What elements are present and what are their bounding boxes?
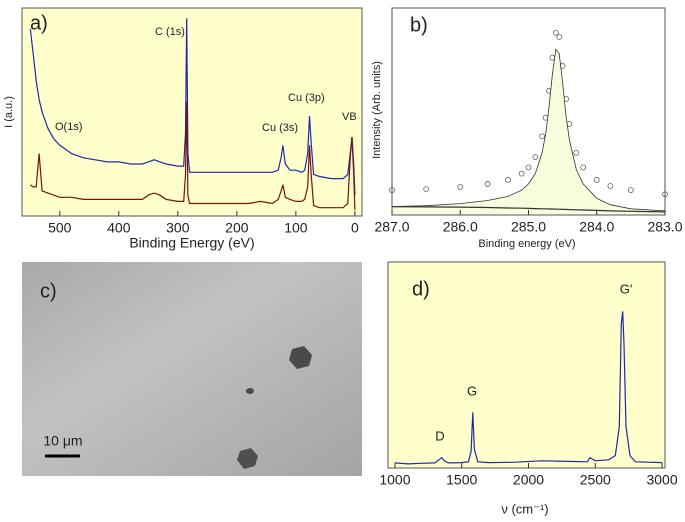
x-tick-label: 284.0 (579, 219, 614, 235)
series-line (391, 206, 666, 213)
x-tick-label: 400 (107, 220, 131, 236)
component-area (391, 48, 666, 216)
data-point (532, 154, 539, 160)
x-tick-label: 287.0 (374, 219, 409, 235)
x-axis-label: ν (cm⁻¹) (501, 501, 548, 516)
x-tick-label: 3000 (646, 472, 677, 488)
data-point (580, 164, 586, 171)
x-tick-label: 1000 (379, 472, 410, 488)
plot-frame (21, 7, 363, 217)
data-point (518, 170, 525, 177)
data-point (627, 187, 634, 194)
x-tick-label: 100 (284, 220, 308, 236)
panel-label: c) (40, 280, 57, 302)
panel-label: b) (410, 14, 428, 36)
annotation: D (435, 428, 444, 443)
x-axis-label: Binding energy (eV) (478, 238, 575, 250)
data-point (505, 176, 511, 183)
data-point (525, 164, 532, 171)
x-tick-label: 283.0 (647, 219, 682, 235)
graphene-flake (289, 346, 312, 369)
x-tick-label: 200 (225, 220, 249, 236)
x-tick-label: 1500 (446, 472, 477, 488)
scale-bar-label: 10 μm (43, 433, 82, 449)
annotation: C (1s) (155, 26, 185, 38)
annotation: O(1s) (55, 121, 83, 133)
x-tick-label: 2500 (580, 472, 611, 488)
annotation: G (467, 383, 477, 398)
y-axis-label: I (a.u.) (3, 96, 15, 128)
data-point (423, 186, 430, 193)
series-line (29, 18, 356, 196)
x-tick-label: 500 (48, 220, 72, 236)
graphene-flake (237, 448, 258, 469)
plot-area (22, 8, 362, 216)
annotation: Cu (3p) (288, 92, 325, 104)
x-tick-label: 2000 (513, 472, 544, 488)
y-axis-label: Intensity (Arb. units) (371, 61, 383, 159)
panel-label: a) (30, 12, 48, 34)
annotation: G' (620, 281, 633, 296)
data-point (484, 181, 491, 187)
plots: 500 400 300 200 100 0 287.0 286.0 285.0 284.0 283.… (21, 7, 683, 488)
plot-frame (387, 261, 666, 469)
plot-area (392, 8, 665, 215)
annotation: VB (342, 111, 357, 123)
x-tick-label: 285.0 (511, 219, 546, 235)
sem-image (22, 262, 362, 476)
x-tick-label: 0 (351, 220, 359, 236)
x-tick-label: 300 (166, 220, 190, 236)
annotation: Cu (3s) (262, 122, 298, 134)
data-point (607, 183, 614, 189)
panel-label: d) (412, 278, 430, 300)
data-point (593, 176, 600, 183)
graphene-flake (246, 388, 254, 394)
x-tick-label: 286.0 (443, 219, 478, 235)
series-line (394, 311, 663, 465)
data-point (573, 149, 580, 156)
data-point (457, 184, 464, 190)
series-line (29, 101, 356, 210)
data-point (539, 133, 546, 140)
data-point (556, 34, 563, 40)
data-point (552, 29, 559, 36)
x-axis-label: Binding Energy (eV) (129, 235, 254, 251)
